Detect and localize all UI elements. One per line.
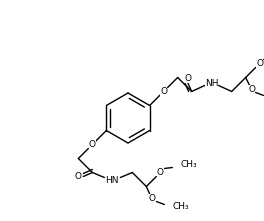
Text: O: O — [89, 140, 96, 149]
Text: O: O — [248, 85, 255, 94]
Text: O: O — [157, 168, 164, 177]
Text: NH: NH — [205, 79, 218, 88]
Text: O: O — [256, 59, 263, 68]
Text: HN: HN — [106, 176, 119, 185]
Text: CH₃: CH₃ — [172, 202, 189, 211]
Text: CH₃: CH₃ — [180, 160, 197, 169]
Text: O: O — [75, 172, 82, 181]
Text: O: O — [160, 87, 167, 96]
Text: O: O — [184, 74, 191, 83]
Text: O: O — [149, 194, 156, 203]
